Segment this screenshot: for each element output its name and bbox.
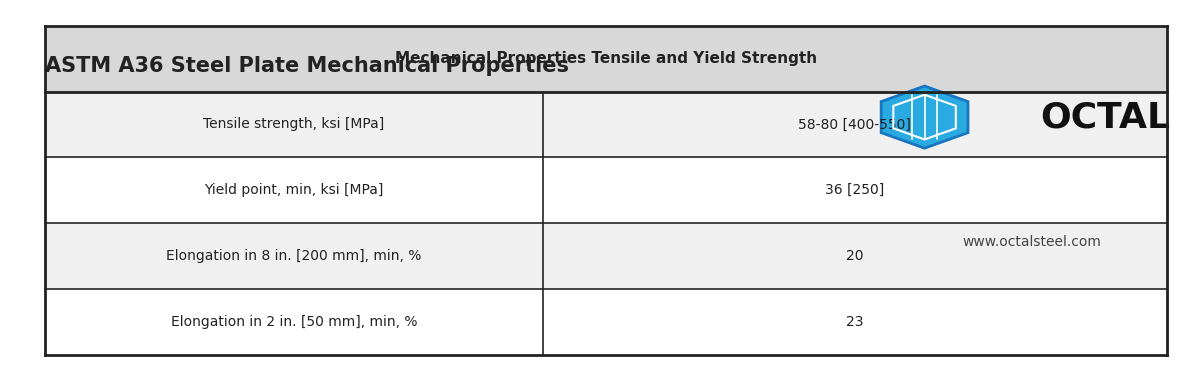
Text: ASTM A36 Steel Plate Mechanical Properties: ASTM A36 Steel Plate Mechanical Properti… [45, 56, 569, 76]
Polygon shape [882, 86, 968, 148]
FancyBboxPatch shape [543, 289, 1167, 355]
FancyBboxPatch shape [45, 92, 543, 157]
Text: Tensile strength, ksi [MPa]: Tensile strength, ksi [MPa] [204, 117, 384, 131]
FancyBboxPatch shape [543, 223, 1167, 289]
Text: 23: 23 [846, 315, 864, 329]
Text: 20: 20 [846, 249, 864, 263]
Text: 58-80 [400-550]: 58-80 [400-550] [798, 117, 911, 131]
Text: Mechanical Properties Tensile and Yield Strength: Mechanical Properties Tensile and Yield … [395, 51, 817, 66]
Text: Elongation in 8 in. [200 mm], min, %: Elongation in 8 in. [200 mm], min, % [166, 249, 422, 263]
Text: 36 [250]: 36 [250] [826, 183, 884, 197]
FancyBboxPatch shape [45, 157, 543, 223]
FancyBboxPatch shape [45, 26, 1167, 92]
FancyBboxPatch shape [543, 157, 1167, 223]
Text: www.octalsteel.com: www.octalsteel.com [963, 235, 1101, 249]
FancyBboxPatch shape [45, 223, 543, 289]
Text: OCTAL: OCTAL [1040, 100, 1170, 134]
Text: Yield point, min, ksi [MPa]: Yield point, min, ksi [MPa] [204, 183, 384, 197]
FancyBboxPatch shape [45, 289, 543, 355]
Text: Elongation in 2 in. [50 mm], min, %: Elongation in 2 in. [50 mm], min, % [171, 315, 418, 329]
FancyBboxPatch shape [543, 92, 1167, 157]
